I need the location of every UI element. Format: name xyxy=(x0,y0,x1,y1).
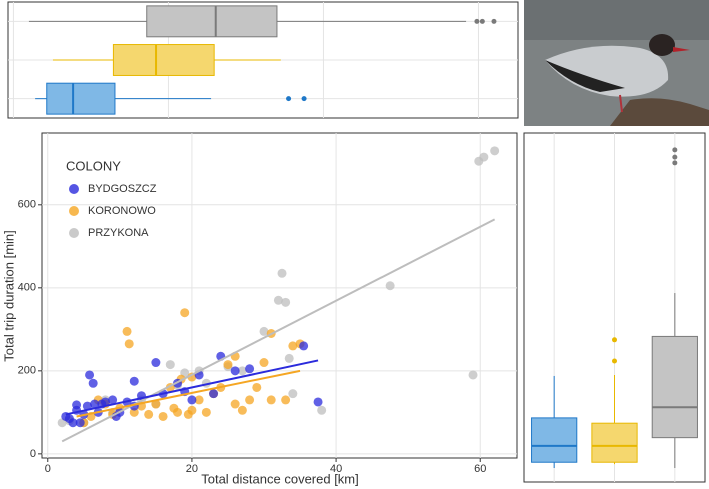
point xyxy=(252,382,262,392)
point xyxy=(288,389,298,399)
scatter-panel-frame xyxy=(41,132,518,459)
y-tick-label: 400 xyxy=(18,282,36,294)
y-tick-label: 0 xyxy=(30,448,36,460)
point xyxy=(88,378,98,388)
outlier xyxy=(491,18,497,24)
point xyxy=(385,281,395,291)
point xyxy=(277,268,287,278)
boxplot xyxy=(8,2,518,118)
outlier xyxy=(672,154,678,160)
point xyxy=(68,418,78,428)
box xyxy=(531,417,578,463)
point xyxy=(245,364,255,374)
point xyxy=(223,360,233,370)
point xyxy=(230,399,240,409)
scatter: 0 20 40 600200400600COLONYBYDGOSZCZKORONOWO… xyxy=(18,133,517,475)
y-tick-label: 200 xyxy=(18,365,36,377)
photo-bird-body xyxy=(545,45,669,97)
point xyxy=(180,308,190,318)
box xyxy=(146,5,278,38)
point xyxy=(259,358,269,368)
point xyxy=(124,339,134,349)
point xyxy=(313,397,323,407)
legend-swatch xyxy=(69,228,79,238)
box xyxy=(46,82,116,115)
trend-line xyxy=(65,359,319,416)
trend-line xyxy=(76,369,301,418)
point xyxy=(122,326,132,336)
point xyxy=(108,395,118,405)
legend-label: PRZYKONA xyxy=(88,227,149,239)
point xyxy=(479,152,489,162)
photo-water xyxy=(524,0,709,40)
outlier xyxy=(612,358,617,364)
point xyxy=(259,326,269,336)
photo-bird-head xyxy=(649,34,675,56)
point xyxy=(273,295,283,305)
point xyxy=(187,405,197,415)
point xyxy=(201,407,211,417)
boxplot xyxy=(531,133,698,482)
outlier xyxy=(301,96,307,102)
legend-swatch xyxy=(69,206,79,216)
point xyxy=(158,411,168,421)
point xyxy=(490,146,500,156)
point xyxy=(100,397,110,407)
x-axis-title: Total distance covered [km] xyxy=(201,471,359,486)
outlier xyxy=(672,147,678,153)
point xyxy=(85,370,95,380)
box xyxy=(591,422,638,463)
point xyxy=(75,418,85,428)
point xyxy=(209,389,219,399)
x-tick-label: 20 xyxy=(186,463,198,475)
point xyxy=(90,399,100,409)
point xyxy=(266,395,276,405)
point xyxy=(317,405,327,415)
box xyxy=(651,335,698,439)
photo xyxy=(524,0,709,126)
x-tick-label: 0 xyxy=(45,463,51,475)
x-tick-label: 40 xyxy=(330,463,342,475)
y-tick-label: 600 xyxy=(18,199,36,211)
outlier xyxy=(479,18,485,24)
photo-bird-wingtip xyxy=(545,60,625,92)
point xyxy=(129,376,139,386)
legend-swatch xyxy=(69,184,79,194)
photo-bird-beak xyxy=(673,47,690,52)
point xyxy=(288,341,298,351)
point xyxy=(299,341,309,351)
y-axis-title: Total trip duration [min] xyxy=(1,230,16,362)
point xyxy=(281,297,291,307)
point xyxy=(284,353,294,363)
photo-bird-leg xyxy=(619,94,623,113)
point xyxy=(187,395,197,405)
outlier xyxy=(474,18,480,24)
point xyxy=(144,409,154,419)
point xyxy=(165,360,175,370)
outlier xyxy=(672,160,678,166)
point xyxy=(194,395,204,405)
photo-rock xyxy=(610,98,709,126)
point xyxy=(129,407,139,417)
outlier xyxy=(612,337,617,343)
point xyxy=(468,370,478,380)
x-tick-label: 60 xyxy=(474,463,486,475)
point xyxy=(237,405,247,415)
legend-label: BYDGOSZCZ xyxy=(88,183,157,195)
point xyxy=(151,358,161,368)
outlier xyxy=(286,96,292,102)
point xyxy=(173,407,183,417)
point xyxy=(281,395,291,405)
point xyxy=(151,399,161,409)
point xyxy=(230,366,240,376)
legend-label: KORONOWO xyxy=(88,205,156,217)
point xyxy=(237,366,247,376)
box xyxy=(112,44,215,76)
point xyxy=(245,395,255,405)
legend-title: COLONY xyxy=(66,158,121,173)
point xyxy=(72,400,82,410)
